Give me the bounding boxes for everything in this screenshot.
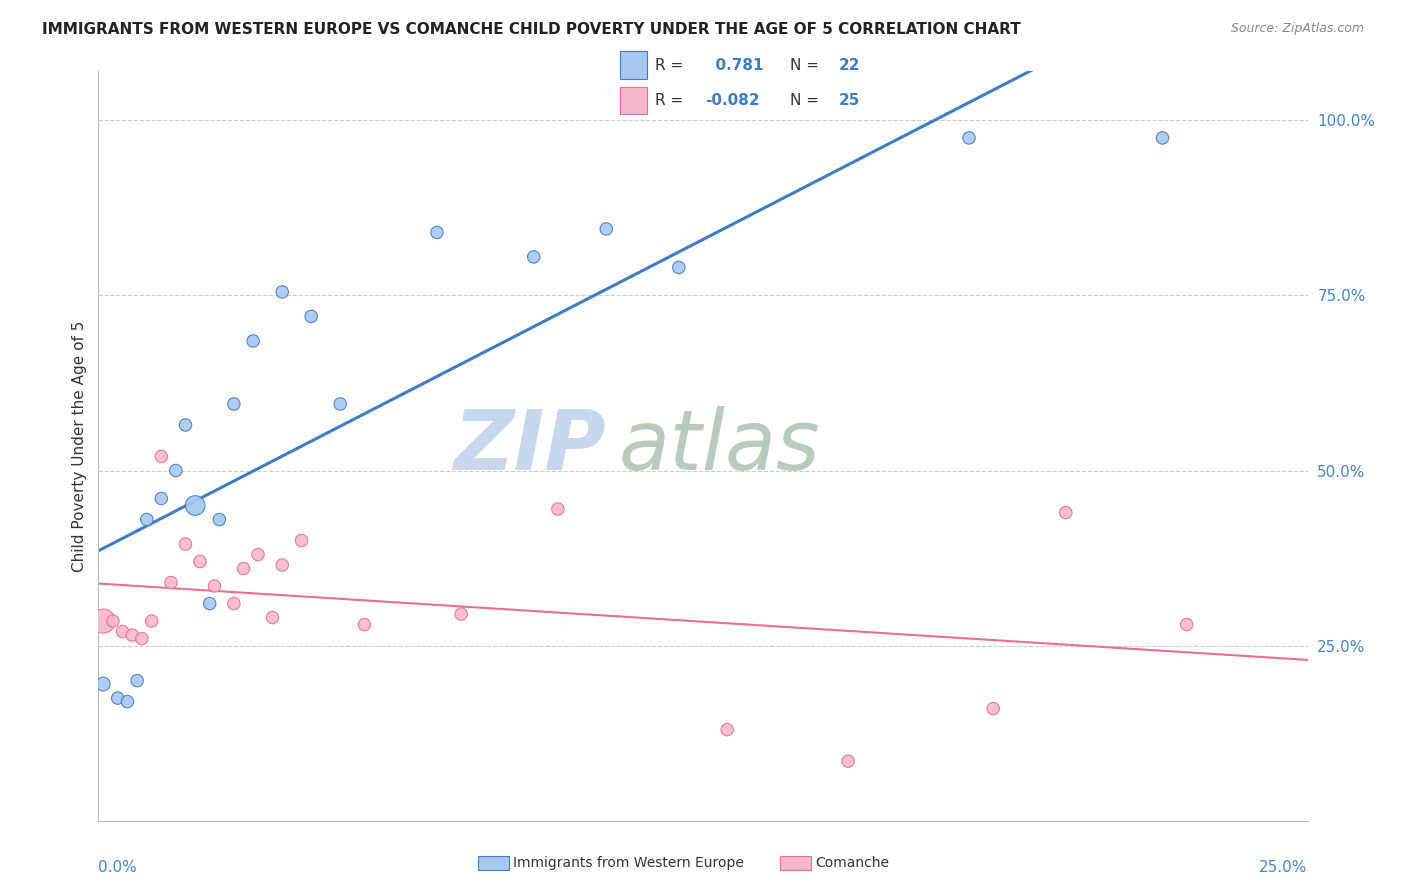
Point bbox=[426, 226, 449, 240]
Point bbox=[101, 614, 124, 628]
Text: 22: 22 bbox=[839, 58, 860, 72]
Text: 25.0%: 25.0% bbox=[1260, 860, 1308, 874]
Text: atlas: atlas bbox=[619, 406, 820, 486]
Point bbox=[262, 610, 284, 624]
Point bbox=[174, 537, 197, 551]
Point bbox=[117, 695, 139, 709]
Point bbox=[198, 597, 221, 611]
Point bbox=[91, 677, 114, 691]
Point bbox=[242, 334, 264, 348]
Point bbox=[547, 502, 569, 516]
Text: Immigrants from Western Europe: Immigrants from Western Europe bbox=[513, 856, 744, 871]
Text: R =: R = bbox=[655, 93, 689, 108]
Point bbox=[290, 533, 312, 548]
Text: N =: N = bbox=[790, 93, 824, 108]
Point bbox=[837, 754, 859, 768]
Text: 0.0%: 0.0% bbox=[98, 860, 138, 874]
Point bbox=[1152, 131, 1174, 145]
Point bbox=[595, 222, 617, 236]
Point bbox=[165, 463, 187, 477]
Point bbox=[150, 450, 173, 464]
Point bbox=[271, 285, 294, 299]
Point bbox=[107, 691, 129, 706]
Point bbox=[131, 632, 153, 646]
Text: ZIP: ZIP bbox=[454, 406, 606, 486]
Point bbox=[668, 260, 690, 275]
Point bbox=[716, 723, 738, 737]
Text: Comanche: Comanche bbox=[815, 856, 890, 871]
Y-axis label: Child Poverty Under the Age of 5: Child Poverty Under the Age of 5 bbox=[72, 320, 87, 572]
Point bbox=[121, 628, 143, 642]
Text: R =: R = bbox=[655, 58, 689, 72]
Point bbox=[271, 558, 294, 572]
Point bbox=[450, 607, 472, 621]
Text: Source: ZipAtlas.com: Source: ZipAtlas.com bbox=[1230, 22, 1364, 36]
Point bbox=[232, 561, 254, 575]
Point bbox=[188, 555, 211, 569]
Point bbox=[353, 617, 375, 632]
Point bbox=[150, 491, 173, 506]
FancyBboxPatch shape bbox=[620, 87, 647, 114]
FancyBboxPatch shape bbox=[620, 52, 647, 78]
Point bbox=[208, 512, 231, 526]
Point bbox=[160, 575, 183, 590]
Point bbox=[127, 673, 149, 688]
Point bbox=[1175, 617, 1198, 632]
Point bbox=[141, 614, 163, 628]
Point bbox=[247, 548, 270, 562]
Text: 0.781: 0.781 bbox=[704, 58, 763, 72]
Point bbox=[329, 397, 352, 411]
Point bbox=[981, 701, 1004, 715]
Point bbox=[957, 131, 980, 145]
Point bbox=[91, 614, 114, 628]
Text: -0.082: -0.082 bbox=[704, 93, 759, 108]
Point bbox=[523, 250, 546, 264]
Point bbox=[135, 512, 157, 526]
Text: IMMIGRANTS FROM WESTERN EUROPE VS COMANCHE CHILD POVERTY UNDER THE AGE OF 5 CORR: IMMIGRANTS FROM WESTERN EUROPE VS COMANC… bbox=[42, 22, 1021, 37]
Point bbox=[1054, 506, 1077, 520]
Point bbox=[174, 417, 197, 432]
Text: 25: 25 bbox=[839, 93, 860, 108]
Point bbox=[111, 624, 134, 639]
Point bbox=[299, 310, 322, 324]
Point bbox=[222, 397, 245, 411]
Point bbox=[204, 579, 226, 593]
Text: N =: N = bbox=[790, 58, 824, 72]
Point bbox=[184, 499, 207, 513]
Point bbox=[222, 597, 245, 611]
